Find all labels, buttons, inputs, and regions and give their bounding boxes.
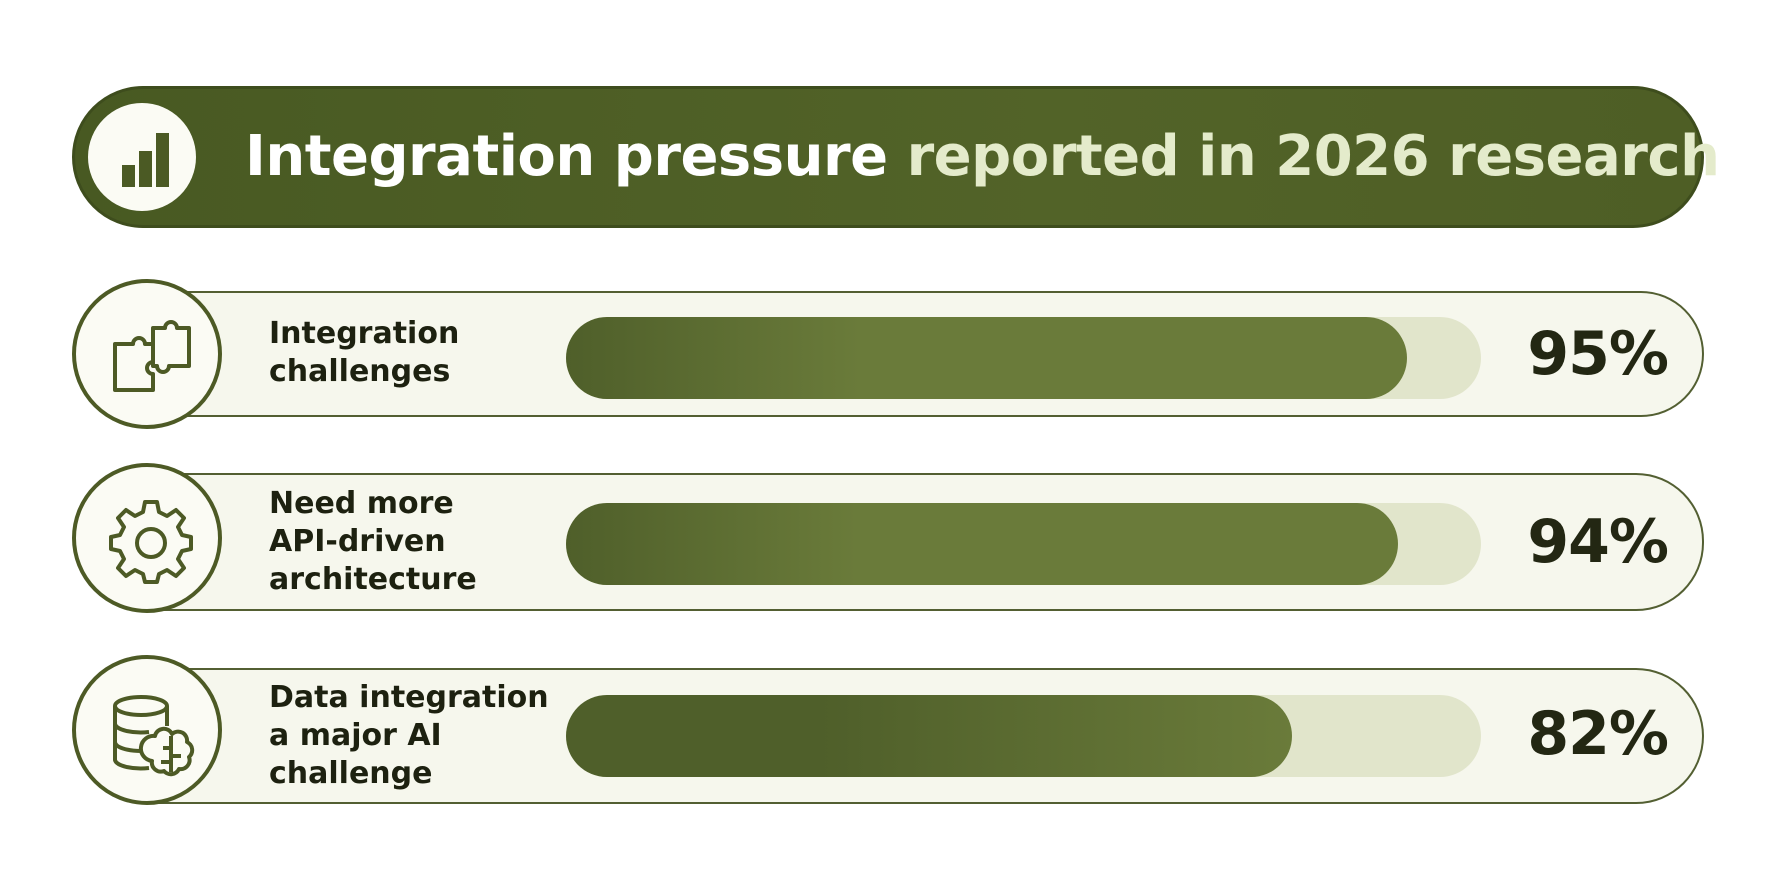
- stat-label: Integration challenges: [269, 315, 559, 391]
- puzzle-icon: [72, 279, 222, 429]
- label-line: challenge: [269, 756, 433, 791]
- bar: [566, 317, 1407, 399]
- stat-row: Data integration a major AI challenge 82…: [72, 653, 1704, 808]
- data-label: 94%: [1527, 507, 1669, 577]
- stat-label: Data integration a major AI challenge: [269, 679, 559, 793]
- title-accent-text: reported in 2026 research: [906, 124, 1720, 189]
- label-line: API-driven: [269, 524, 446, 559]
- stat-label: Need more API-driven architecture: [269, 485, 559, 599]
- bar: [566, 503, 1398, 585]
- bar-chart-icon: [88, 103, 196, 211]
- label-line: Data integration: [269, 680, 549, 715]
- bar-track: [566, 503, 1481, 585]
- label-line: a major AI: [269, 718, 442, 753]
- title-banner: Integration pressure reported in 2026 re…: [72, 86, 1720, 228]
- data-label: 95%: [1527, 319, 1669, 389]
- label-line: Need more: [269, 486, 454, 521]
- bar: [566, 695, 1292, 777]
- stat-row: Need more API-driven architecture 94%: [72, 461, 1704, 616]
- database-brain-icon: [72, 655, 222, 805]
- label-line: challenges: [269, 354, 451, 389]
- label-line: Integration: [269, 316, 460, 351]
- bar-track: [566, 695, 1481, 777]
- title-main-text: Integration pressure: [245, 124, 907, 189]
- page-title: Integration pressure reported in 2026 re…: [245, 89, 1720, 225]
- gear-icon: [72, 463, 222, 613]
- data-label: 82%: [1527, 699, 1669, 769]
- stat-row: Integration challenges 95%: [72, 277, 1704, 432]
- bar-track: [566, 317, 1481, 399]
- label-line: architecture: [269, 562, 477, 597]
